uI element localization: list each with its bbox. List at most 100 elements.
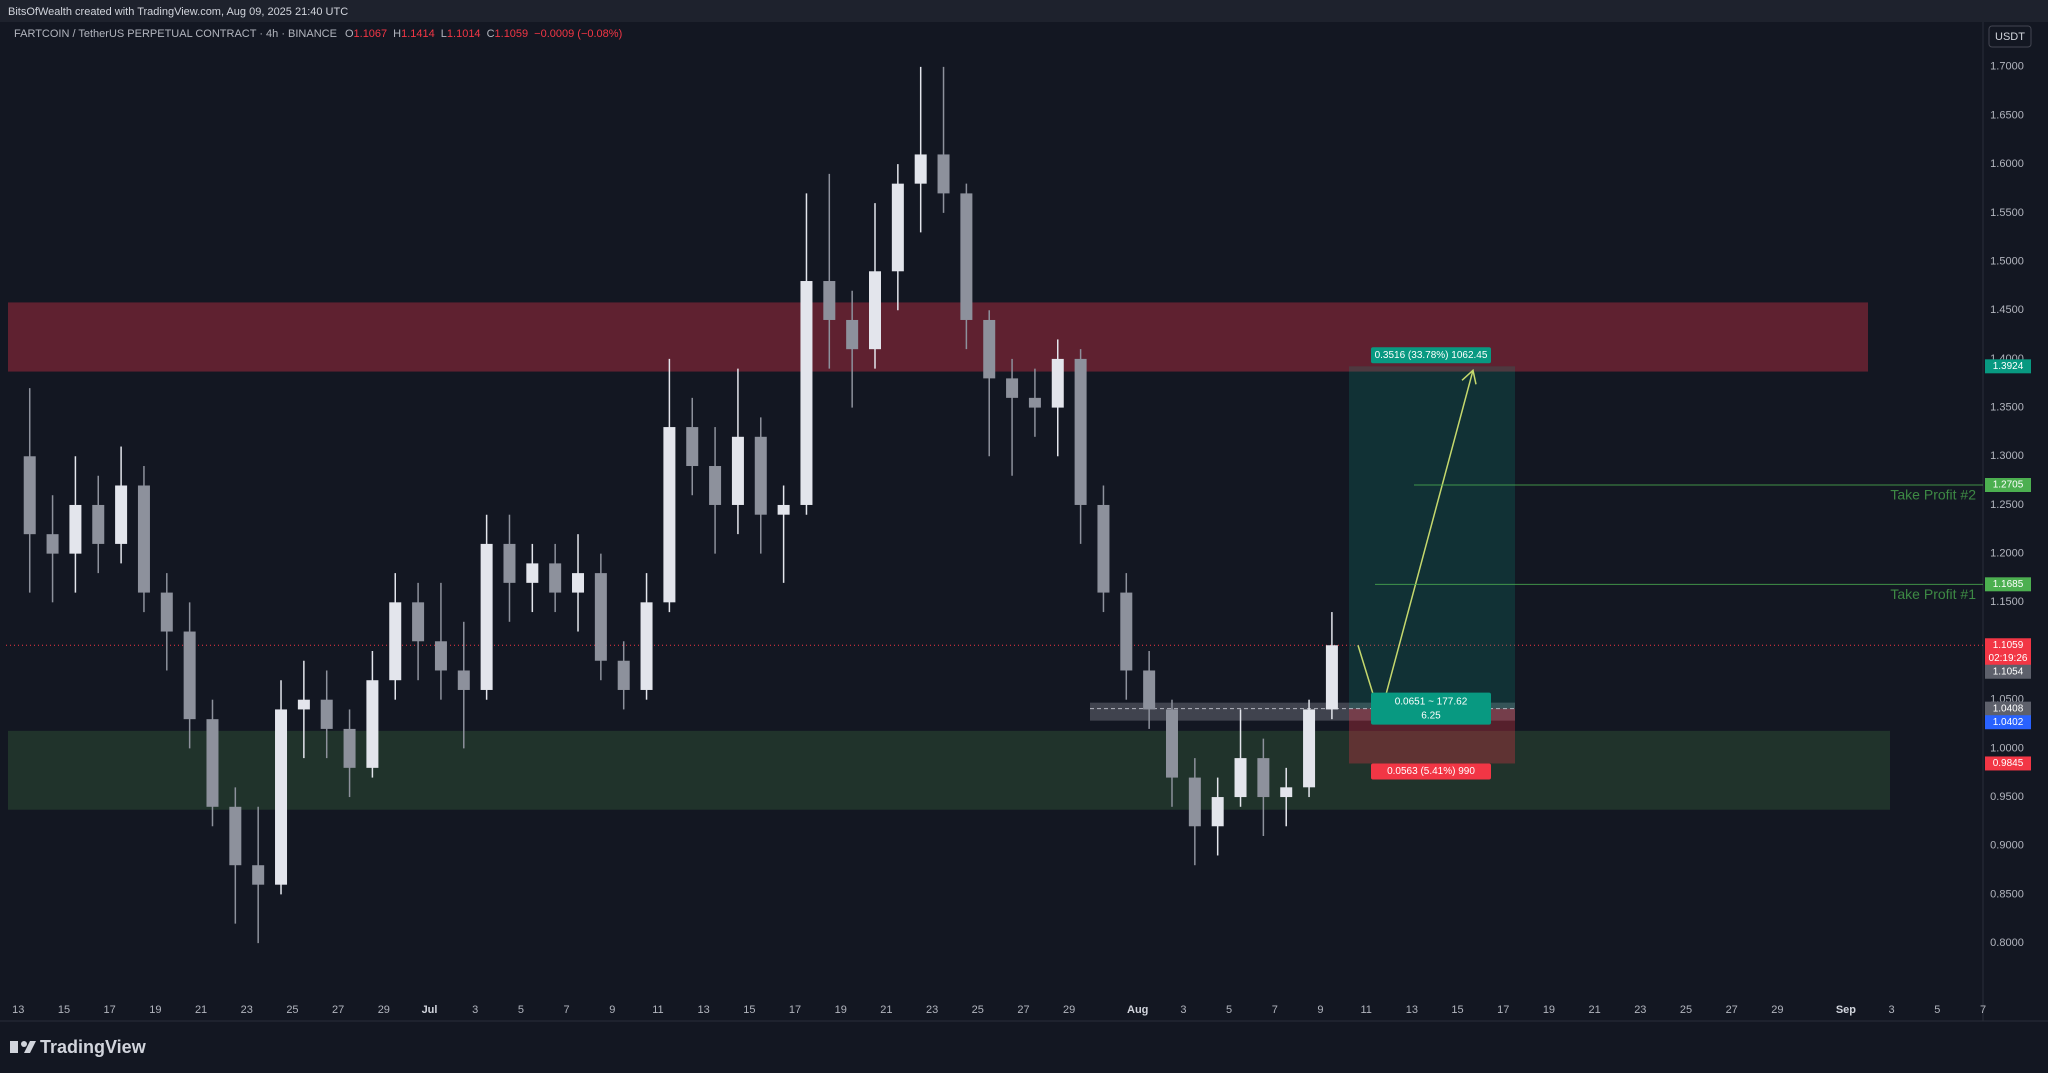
candle-body xyxy=(457,670,470,690)
candle-body xyxy=(115,485,128,544)
candle-body xyxy=(891,183,904,272)
y-tick-label: 0.8500 xyxy=(1990,888,2024,900)
candle-body xyxy=(663,427,676,603)
x-tick-label: 21 xyxy=(1589,1004,1601,1016)
candle-body xyxy=(526,563,539,583)
logo: TradingView xyxy=(10,1037,147,1057)
y-tick-label: 1.3000 xyxy=(1990,450,2024,462)
candle-body xyxy=(503,543,516,583)
x-tick-label: 29 xyxy=(378,1004,390,1016)
ohlc-value: 1.1014 xyxy=(447,28,481,40)
candle-body xyxy=(183,631,196,720)
y-tick-label: 1.6000 xyxy=(1990,158,2024,170)
ratio-label: 6.25 xyxy=(1421,710,1441,721)
candle-body xyxy=(640,602,653,690)
x-tick-label: 27 xyxy=(1726,1004,1738,1016)
candle-body xyxy=(846,319,859,350)
x-tick-label: 19 xyxy=(1543,1004,1555,1016)
x-tick-label: 7 xyxy=(564,1004,570,1016)
ohlc-label: H xyxy=(393,28,401,40)
x-tick-label: 27 xyxy=(332,1004,344,1016)
candle-body xyxy=(960,193,973,320)
x-tick-label: Aug xyxy=(1127,1004,1148,1016)
x-tick-label: 29 xyxy=(1063,1004,1075,1016)
price-tag xyxy=(1985,715,2031,730)
logo-icon xyxy=(21,1041,27,1047)
change: −0.0009 (−0.08%) xyxy=(534,28,622,40)
ohlc-label: O xyxy=(345,28,354,40)
x-tick-label: 13 xyxy=(698,1004,710,1016)
candle-body xyxy=(1165,709,1178,778)
x-tick-label: Jul xyxy=(422,1004,438,1016)
target-zone xyxy=(1349,366,1515,709)
currency-box[interactable] xyxy=(1988,25,2032,48)
x-tick-label: 11 xyxy=(652,1004,663,1016)
candle-body xyxy=(1325,645,1338,710)
stop-label-box xyxy=(1371,763,1491,780)
y-tick-label: 1.6500 xyxy=(1990,109,2024,121)
price-tag xyxy=(1985,664,2031,679)
x-tick-label: 25 xyxy=(972,1004,984,1016)
y-tick-label: 0.9000 xyxy=(1990,840,2024,852)
price-tag-label: 1.1054 xyxy=(1993,666,2024,677)
attribution: BitsOfWealth created with TradingView.co… xyxy=(8,6,348,18)
candle-body xyxy=(252,865,265,885)
candle-body xyxy=(1234,758,1247,798)
x-tick-label: 19 xyxy=(835,1004,847,1016)
ohlc-value: 1.1414 xyxy=(401,28,435,40)
x-tick-label: 3 xyxy=(1180,1004,1186,1016)
candle-body xyxy=(1097,504,1110,593)
x-tick-label: 7 xyxy=(1980,1004,1986,1016)
entry-label-box xyxy=(1371,692,1491,725)
currency[interactable]: USDT xyxy=(1995,31,2025,43)
candle-body xyxy=(594,573,607,661)
x-tick-label: 9 xyxy=(1317,1004,1323,1016)
candle-body xyxy=(229,806,242,866)
candle-body xyxy=(754,436,767,515)
x-tick-label: 21 xyxy=(880,1004,892,1016)
entry-label: 0.0651 ~ 177.62 xyxy=(1395,696,1468,707)
x-tick-label: 17 xyxy=(104,1004,116,1016)
candle-body xyxy=(320,699,333,729)
price-tag xyxy=(1985,359,2031,374)
candle-body xyxy=(572,573,585,593)
candle-body xyxy=(800,281,813,505)
candle-body xyxy=(937,154,950,194)
x-tick-label: 5 xyxy=(1934,1004,1940,1016)
candle-body xyxy=(686,427,699,467)
candle-body xyxy=(731,436,744,505)
price-tag-label: 1.3924 xyxy=(1993,361,2024,372)
x-tick-label: 15 xyxy=(1451,1004,1463,1016)
price-tag-label: 0.9845 xyxy=(1993,758,2024,769)
price-tag xyxy=(1985,478,2031,493)
candle-body xyxy=(1143,670,1156,710)
logo-text: TradingView xyxy=(40,1037,147,1057)
price-tag xyxy=(1985,577,2031,592)
candle-body xyxy=(1188,777,1201,827)
price-tag xyxy=(1985,638,2031,666)
plot-area xyxy=(6,23,1983,1021)
x-tick-label: 15 xyxy=(58,1004,70,1016)
candle-body xyxy=(389,602,402,681)
price-tag-label: 1.0402 xyxy=(1993,717,2024,728)
candle-body xyxy=(206,719,219,807)
candle-body xyxy=(92,504,105,544)
price-tag-label: 1.2705 xyxy=(1993,480,2024,491)
price-tag-label: 1.1685 xyxy=(1993,579,2024,590)
candle-body xyxy=(1051,358,1064,408)
target-label-box xyxy=(1371,347,1491,364)
x-tick-label: 5 xyxy=(1226,1004,1232,1016)
price-tag-label: 1.0408 xyxy=(1993,703,2024,714)
candle-body xyxy=(1280,787,1293,798)
x-tick-label: 23 xyxy=(926,1004,938,1016)
top-bar xyxy=(0,0,2048,22)
x-tick-label: 15 xyxy=(743,1004,755,1016)
candle-body xyxy=(617,660,630,690)
ohlc-value: 1.1067 xyxy=(354,28,388,40)
candle-body xyxy=(1028,397,1041,408)
candle-body xyxy=(1006,378,1019,398)
countdown: 02:19:26 xyxy=(1989,653,2028,664)
y-tick-label: 1.5500 xyxy=(1990,207,2024,219)
candle-body xyxy=(69,504,82,554)
